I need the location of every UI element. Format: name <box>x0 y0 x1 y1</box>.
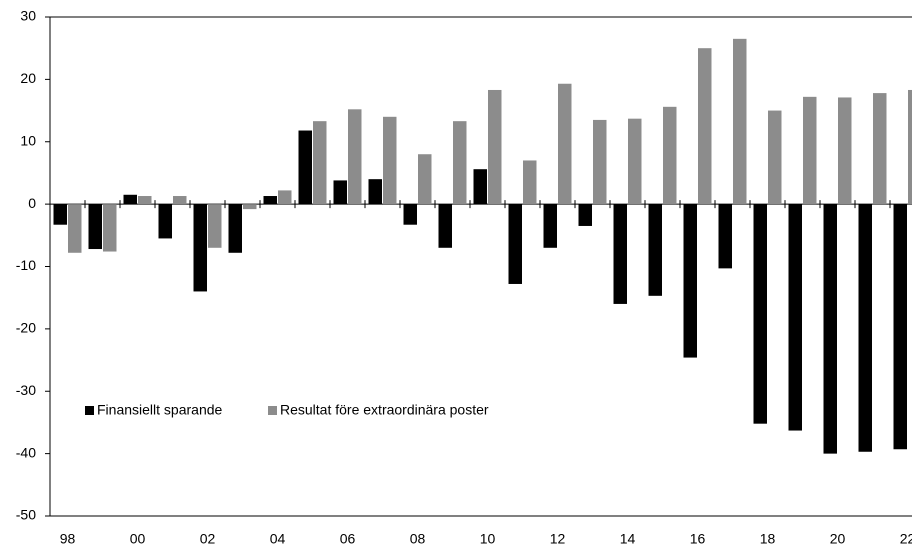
bar <box>298 130 312 205</box>
bar <box>418 154 432 205</box>
bar <box>508 204 522 284</box>
x-tick-label: 10 <box>480 531 496 547</box>
y-tick-label: 30 <box>20 8 36 24</box>
bar <box>543 204 557 248</box>
bar <box>578 204 592 226</box>
y-tick-label: -10 <box>16 257 36 273</box>
bar <box>438 204 452 248</box>
bar <box>698 48 712 205</box>
x-tick-label: 22 <box>900 531 912 547</box>
bar <box>613 204 627 304</box>
bar <box>193 204 207 292</box>
bar <box>123 194 137 205</box>
bar <box>403 204 417 225</box>
x-tick-label: 08 <box>410 531 426 547</box>
x-tick-label: 06 <box>340 531 356 547</box>
bar <box>523 160 537 205</box>
bar <box>838 97 852 205</box>
x-tick-label: 00 <box>130 531 146 547</box>
bar <box>473 169 487 205</box>
bar <box>488 89 502 205</box>
x-tick-label: 04 <box>270 531 286 547</box>
bar <box>243 204 257 210</box>
bar <box>718 204 732 269</box>
legend-swatch <box>85 406 94 415</box>
bar <box>683 204 697 358</box>
bar <box>368 179 382 205</box>
bar <box>753 204 767 424</box>
bar <box>348 109 362 205</box>
bar <box>733 38 747 205</box>
bar <box>53 204 67 225</box>
bar <box>228 204 242 253</box>
bar <box>648 204 662 296</box>
y-tick-label: -20 <box>16 320 36 336</box>
bar <box>768 110 782 205</box>
bar <box>858 204 872 452</box>
x-tick-label: 14 <box>620 531 636 547</box>
bar <box>88 204 102 250</box>
bar <box>263 196 277 205</box>
x-tick-label: 12 <box>550 531 566 547</box>
bar <box>893 204 907 450</box>
bar <box>278 190 292 205</box>
y-tick-label: 0 <box>28 195 36 211</box>
legend-label: Resultat före extraordinära poster <box>280 402 489 418</box>
bar <box>453 121 467 205</box>
bar <box>208 204 222 248</box>
bar <box>103 204 117 252</box>
y-tick-label: -40 <box>16 444 36 460</box>
bar <box>593 119 607 205</box>
bar <box>823 204 837 454</box>
y-tick-label: 20 <box>20 70 36 86</box>
x-tick-label: 02 <box>200 531 216 547</box>
bar <box>333 180 347 205</box>
x-tick-label: 18 <box>760 531 776 547</box>
y-tick-label: -30 <box>16 382 36 398</box>
legend-label: Finansiellt sparande <box>97 402 223 418</box>
bar <box>158 204 172 239</box>
bar <box>873 93 887 205</box>
x-tick-label: 98 <box>60 531 76 547</box>
bar <box>663 106 677 205</box>
y-tick-label: 10 <box>20 132 36 148</box>
y-tick-label: -50 <box>16 507 36 523</box>
bar <box>138 196 152 205</box>
legend-swatch <box>268 406 277 415</box>
bar <box>908 89 912 205</box>
x-tick-label: 20 <box>830 531 846 547</box>
bar <box>383 116 397 205</box>
bar <box>788 204 802 431</box>
x-tick-label: 16 <box>690 531 706 547</box>
bar <box>313 121 327 205</box>
bar <box>803 96 817 205</box>
bar <box>558 83 572 205</box>
bar <box>68 204 82 253</box>
bar <box>628 118 642 205</box>
bar <box>173 196 187 205</box>
